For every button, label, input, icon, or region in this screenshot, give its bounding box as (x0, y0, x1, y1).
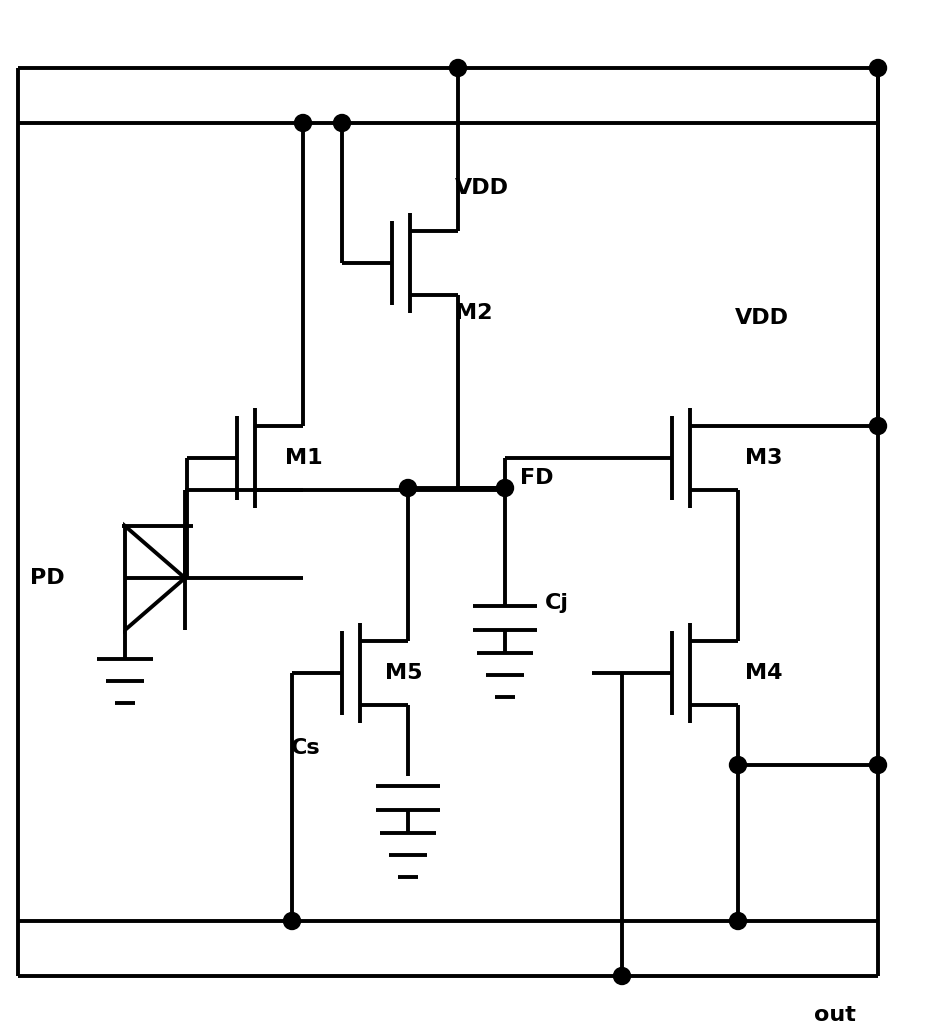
Text: M2: M2 (455, 303, 492, 323)
Text: M3: M3 (745, 448, 783, 468)
Text: out: out (814, 1005, 856, 1025)
Text: M1: M1 (285, 448, 323, 468)
Circle shape (730, 756, 746, 774)
Text: FD: FD (520, 468, 553, 488)
Circle shape (730, 912, 746, 930)
Circle shape (870, 60, 886, 76)
Circle shape (497, 479, 513, 497)
Circle shape (870, 417, 886, 435)
Text: VDD: VDD (735, 308, 789, 328)
Circle shape (334, 115, 351, 131)
Circle shape (613, 968, 631, 984)
Text: Cs: Cs (290, 738, 320, 758)
Circle shape (400, 479, 416, 497)
Text: M4: M4 (745, 663, 783, 683)
Text: VDD: VDD (455, 178, 509, 198)
Circle shape (870, 756, 886, 774)
Text: M5: M5 (385, 663, 423, 683)
Circle shape (450, 60, 466, 76)
Text: PD: PD (31, 568, 65, 588)
Text: Cj: Cj (545, 593, 569, 613)
Circle shape (294, 115, 312, 131)
Circle shape (283, 912, 301, 930)
